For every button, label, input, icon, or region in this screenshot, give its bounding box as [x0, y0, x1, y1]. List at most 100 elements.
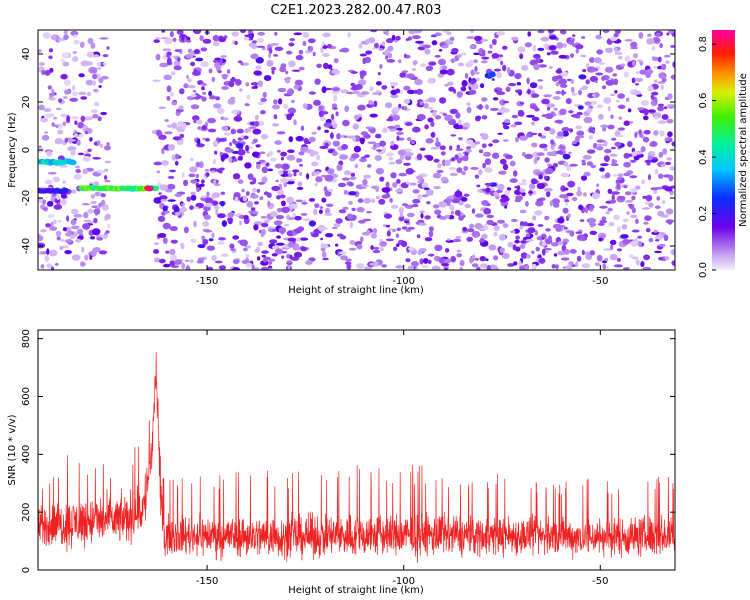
spectrogram-cell	[444, 267, 448, 270]
spectrogram-cell	[217, 70, 222, 74]
spectrogram-cell	[637, 240, 642, 247]
spectrogram-cell	[159, 62, 169, 68]
spectrogram-cell	[562, 238, 570, 243]
spectrogram-cell	[252, 128, 262, 135]
spectrogram-cell	[228, 80, 235, 88]
spectrogram-cell	[176, 30, 184, 35]
spectrogram-cell	[73, 39, 80, 45]
spectrogram-cell	[203, 229, 213, 233]
spectrogram-cell	[359, 53, 367, 57]
spectrogram-cell	[375, 195, 381, 200]
spectrogram-cell	[659, 161, 664, 165]
spectrogram-cell	[169, 260, 176, 267]
spectrogram-cell	[555, 75, 563, 80]
spectrogram-cell	[598, 62, 606, 65]
spectrogram-cell	[278, 170, 284, 175]
spectrogram-cell	[628, 254, 634, 258]
spectrogram-cell	[274, 31, 278, 36]
spectrogram-cell	[610, 93, 616, 97]
spectrogram-cell	[42, 32, 51, 39]
spectrogram-cell	[157, 233, 167, 238]
spectrogram-cell	[647, 155, 653, 161]
spectrogram-cell	[415, 40, 424, 44]
spectrogram-cell	[512, 244, 517, 251]
spectrogram-cell	[106, 142, 110, 146]
spectrogram-cell	[255, 65, 262, 70]
spectrogram-cell	[435, 137, 439, 144]
spectrogram-cell	[49, 249, 58, 257]
spectrogram-cell	[84, 131, 88, 135]
spectrogram-cell	[374, 155, 382, 161]
spectrogram-cell	[637, 59, 643, 62]
spectrogram-cell	[293, 32, 303, 36]
spectrogram-cell	[389, 81, 399, 87]
spectrogram-cell	[456, 144, 460, 150]
spectrogram-cell	[390, 94, 399, 98]
spectrogram-cell	[66, 115, 71, 122]
spectrogram-cell	[409, 182, 417, 186]
spectrogram-cell	[199, 35, 204, 41]
spectrogram-cell	[252, 187, 257, 193]
spectrogram-cell	[387, 45, 394, 52]
spectrogram-cell	[78, 73, 85, 78]
spectrogram-cell	[549, 200, 554, 207]
spectrogram-cell	[87, 208, 94, 214]
spectrogram-cell	[339, 154, 348, 160]
spectrogram-cell	[66, 238, 73, 243]
spectrogram-cell	[212, 34, 220, 42]
spectrogram-cell	[623, 185, 628, 189]
spectrogram-cell	[280, 157, 285, 161]
spectrogram-cell	[576, 130, 585, 137]
spectrogram-cell	[298, 151, 305, 156]
spectrogram-cell	[269, 239, 278, 244]
spectrogram-cell	[458, 201, 464, 206]
spectrogram-cell	[311, 161, 319, 167]
spectrogram-cell	[527, 88, 531, 95]
spectrogram-cell	[348, 247, 357, 251]
spectrogram-cell	[555, 150, 564, 155]
spectrogram-cell	[586, 149, 596, 154]
spectrogram-cell	[274, 163, 283, 169]
spectrogram-cell	[369, 113, 378, 118]
spectrogram-cell	[92, 114, 99, 119]
spectrogram-cell	[43, 207, 47, 211]
spectrogram-cell	[268, 150, 273, 157]
spectrogram-cell	[170, 239, 178, 244]
spectrogram-cell	[414, 78, 423, 86]
spectrogram-cell	[555, 135, 565, 139]
spectrogram-cell	[162, 205, 168, 213]
spectrogram-x-label: Height of straight line (km)	[288, 285, 424, 296]
spectrogram-cell	[547, 163, 552, 167]
spectrogram-cell	[259, 196, 264, 201]
spectrogram-cell	[622, 218, 629, 223]
spectrogram-cell	[208, 238, 214, 242]
spectrogram-cell	[432, 172, 442, 179]
spectrogram-cell	[342, 119, 350, 127]
spectrogram-cell	[156, 129, 162, 136]
spectrogram-cell	[538, 132, 542, 137]
spectrogram-cell	[576, 111, 583, 116]
spectrogram-cell	[609, 153, 618, 157]
spectrogram-cell	[192, 115, 200, 121]
spectrogram-cell	[406, 137, 412, 142]
spectrogram-cell	[462, 155, 469, 162]
spectrogram-cell	[575, 261, 579, 268]
spectrogram-cell	[360, 184, 370, 188]
spectrogram-cell	[308, 198, 316, 202]
spectrogram-cell	[448, 167, 457, 171]
spectrogram-cell	[56, 194, 60, 200]
spectrogram-cell	[593, 57, 602, 64]
spectrogram-cell	[587, 217, 596, 225]
spectrogram-cell	[344, 170, 352, 176]
spectrogram-cell	[206, 191, 210, 197]
spectrogram-cell	[155, 53, 161, 61]
spectrogram-cell	[543, 94, 552, 98]
spectrogram-cell	[246, 201, 254, 208]
spectrogram-cell	[501, 196, 510, 202]
spectrogram-cell	[613, 32, 619, 38]
spectrogram-cell	[546, 52, 551, 56]
spectrogram-cell	[340, 89, 349, 94]
spectrogram-cell	[357, 198, 364, 203]
spectrogram-cell	[261, 254, 266, 258]
spectrogram-cell	[519, 244, 526, 249]
